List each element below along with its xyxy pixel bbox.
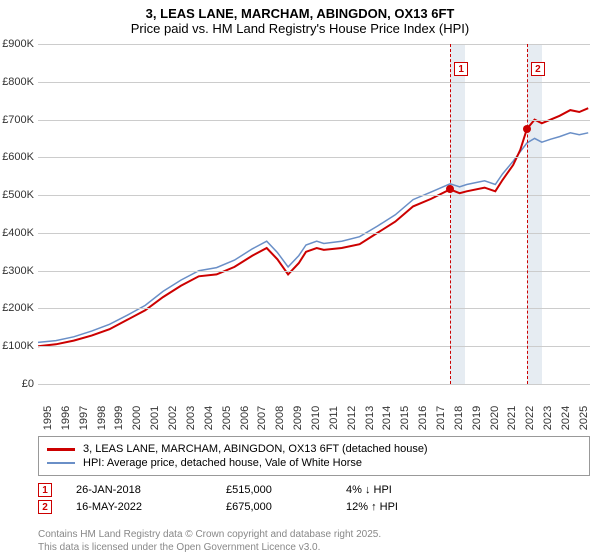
plot-area: 12 — [38, 44, 590, 384]
title-address: 3, LEAS LANE, MARCHAM, ABINGDON, OX13 6F… — [10, 6, 590, 21]
y-tick-label: £300K — [2, 265, 34, 277]
event-date: 26-JAN-2018 — [76, 484, 226, 496]
x-tick-label: 2003 — [185, 406, 197, 430]
x-tick-label: 2015 — [399, 406, 411, 430]
x-tick-label: 1998 — [96, 406, 108, 430]
y-tick-label: £200K — [2, 302, 34, 314]
event-delta: 4% ↓ HPI — [346, 484, 466, 496]
event-dot — [523, 125, 531, 133]
legend-label: 3, LEAS LANE, MARCHAM, ABINGDON, OX13 6F… — [83, 443, 428, 455]
y-tick-label: £700K — [2, 114, 34, 126]
x-tick-label: 2024 — [560, 406, 572, 430]
x-tick-label: 2022 — [524, 406, 536, 430]
series-hpi — [38, 133, 588, 343]
event-dot — [446, 185, 454, 193]
x-tick-label: 2019 — [471, 406, 483, 430]
x-tick-label: 2016 — [417, 406, 429, 430]
title-block: 3, LEAS LANE, MARCHAM, ABINGDON, OX13 6F… — [0, 0, 600, 38]
event-marker: 2 — [531, 62, 545, 76]
legend-swatch — [47, 448, 75, 451]
x-tick-label: 2017 — [435, 406, 447, 430]
y-tick-label: £800K — [2, 76, 34, 88]
legend-label: HPI: Average price, detached house, Vale… — [83, 457, 362, 469]
legend-swatch — [47, 462, 75, 464]
event-delta: 12% ↑ HPI — [346, 501, 466, 513]
gridline-h — [38, 384, 590, 385]
gridline-h — [38, 271, 590, 272]
event-price: £515,000 — [226, 484, 346, 496]
title-subtitle: Price paid vs. HM Land Registry's House … — [10, 21, 590, 36]
event-row-marker: 2 — [38, 500, 52, 514]
gridline-h — [38, 44, 590, 45]
x-tick-label: 1997 — [78, 406, 90, 430]
event-line — [527, 44, 528, 384]
gridline-h — [38, 195, 590, 196]
y-axis: £0£100K£200K£300K£400K£500K£600K£700K£80… — [0, 44, 36, 384]
gridline-h — [38, 120, 590, 121]
events-table: 1 26-JAN-2018£515,0004% ↓ HPI 2 16-MAY-2022… — [38, 480, 590, 517]
y-tick-label: £100K — [2, 340, 34, 352]
x-tick-label: 2020 — [489, 406, 501, 430]
legend-row: HPI: Average price, detached house, Vale… — [47, 457, 581, 469]
event-row: 1 26-JAN-2018£515,0004% ↓ HPI — [38, 483, 590, 497]
gridline-h — [38, 308, 590, 309]
y-tick-label: £600K — [2, 151, 34, 163]
x-tick-label: 2000 — [131, 406, 143, 430]
series-price_paid — [38, 108, 588, 346]
x-tick-label: 1996 — [60, 406, 72, 430]
x-tick-label: 2005 — [221, 406, 233, 430]
x-tick-label: 2018 — [453, 406, 465, 430]
x-tick-label: 2023 — [542, 406, 554, 430]
event-row-marker: 1 — [38, 483, 52, 497]
x-tick-label: 2001 — [149, 406, 161, 430]
y-tick-label: £0 — [22, 378, 34, 390]
footer-line2: This data is licensed under the Open Gov… — [38, 541, 590, 554]
x-tick-label: 2014 — [381, 406, 393, 430]
gridline-h — [38, 233, 590, 234]
chart-container: 3, LEAS LANE, MARCHAM, ABINGDON, OX13 6F… — [0, 0, 600, 560]
gridline-h — [38, 346, 590, 347]
x-tick-label: 2009 — [292, 406, 304, 430]
x-tick-label: 2021 — [506, 406, 518, 430]
event-line — [450, 44, 451, 384]
x-tick-label: 2007 — [256, 406, 268, 430]
x-tick-label: 2025 — [578, 406, 590, 430]
event-date: 16-MAY-2022 — [76, 501, 226, 513]
y-tick-label: £500K — [2, 189, 34, 201]
x-tick-label: 2008 — [274, 406, 286, 430]
footer: Contains HM Land Registry data © Crown c… — [38, 528, 590, 554]
y-tick-label: £400K — [2, 227, 34, 239]
y-tick-label: £900K — [2, 38, 34, 50]
gridline-h — [38, 157, 590, 158]
series-svg — [38, 44, 590, 384]
footer-line1: Contains HM Land Registry data © Crown c… — [38, 528, 590, 541]
event-price: £675,000 — [226, 501, 346, 513]
legend: 3, LEAS LANE, MARCHAM, ABINGDON, OX13 6F… — [38, 436, 590, 476]
event-row: 2 16-MAY-2022£675,00012% ↑ HPI — [38, 500, 590, 514]
x-tick-label: 2010 — [310, 406, 322, 430]
x-tick-label: 2012 — [346, 406, 358, 430]
legend-row: 3, LEAS LANE, MARCHAM, ABINGDON, OX13 6F… — [47, 443, 581, 455]
x-tick-label: 2013 — [364, 406, 376, 430]
x-tick-label: 1995 — [42, 406, 54, 430]
x-tick-label: 2002 — [167, 406, 179, 430]
x-tick-label: 2004 — [203, 406, 215, 430]
x-axis: 1995 1996 1997 1998 1999 2000 2001 2002 2003 2004… — [38, 386, 590, 430]
event-marker: 1 — [454, 62, 468, 76]
x-tick-label: 1999 — [113, 406, 125, 430]
x-tick-label: 2006 — [239, 406, 251, 430]
gridline-h — [38, 82, 590, 83]
x-tick-label: 2011 — [328, 406, 340, 430]
